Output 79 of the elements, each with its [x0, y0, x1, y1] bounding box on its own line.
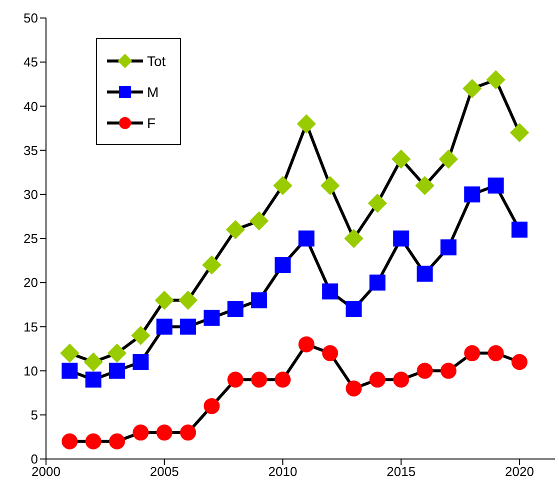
y-tick-label: 45 — [24, 54, 38, 70]
point — [298, 336, 314, 352]
point — [368, 194, 388, 213]
y-tick-label: 30 — [24, 187, 38, 202]
y-tick-label: 10 — [24, 363, 38, 378]
x-tick-label: 2000 — [32, 464, 60, 480]
point — [511, 222, 528, 238]
point — [488, 178, 504, 194]
point — [202, 255, 222, 275]
point — [226, 220, 245, 240]
legend-label: M — [147, 84, 159, 100]
point — [154, 290, 174, 310]
point — [488, 345, 504, 362]
point — [156, 424, 172, 441]
point — [438, 150, 458, 169]
y-tick-label: 20 — [24, 275, 38, 290]
point — [322, 283, 338, 300]
point — [62, 433, 78, 450]
point — [415, 176, 434, 196]
point — [344, 228, 364, 248]
point — [296, 114, 316, 134]
y-tick-label: 0 — [30, 452, 38, 467]
point — [440, 362, 456, 379]
legend-label: F — [147, 114, 156, 130]
point — [369, 372, 386, 388]
x-tick-label: 2010 — [268, 464, 298, 480]
point — [273, 176, 292, 196]
point — [440, 239, 456, 256]
point — [464, 186, 480, 202]
point — [132, 424, 149, 441]
point — [227, 301, 244, 318]
point — [109, 362, 126, 379]
y-tick-label: 40 — [24, 98, 38, 114]
point — [393, 230, 410, 246]
point — [486, 70, 506, 90]
point — [204, 310, 220, 326]
point — [251, 292, 268, 308]
y-tick-label: 5 — [30, 408, 38, 423]
point — [131, 326, 150, 346]
point — [510, 123, 530, 142]
y-tick-label: 25 — [24, 231, 38, 246]
point — [85, 433, 102, 450]
point — [416, 266, 433, 282]
point — [178, 290, 198, 310]
point — [346, 301, 362, 318]
legend-label: Tot — [147, 52, 166, 68]
point — [132, 354, 149, 370]
point — [249, 211, 269, 230]
y-tick-label: 50 — [24, 10, 38, 26]
point — [462, 78, 482, 98]
point — [60, 344, 80, 363]
x-tick-label: 2020 — [505, 464, 534, 480]
point — [156, 318, 172, 335]
point — [227, 372, 244, 388]
point — [109, 433, 126, 450]
point — [416, 362, 433, 379]
x-tick-label: 2005 — [150, 464, 179, 480]
point — [392, 150, 411, 169]
point — [204, 398, 220, 414]
y-tick-label: 35 — [24, 142, 38, 158]
x-tick-label: 2015 — [386, 464, 416, 480]
point — [320, 176, 340, 196]
point — [346, 380, 362, 396]
y-tick-label: 15 — [24, 319, 38, 334]
point — [464, 345, 480, 362]
point — [274, 372, 291, 388]
point — [322, 345, 338, 362]
point — [85, 372, 102, 388]
point — [298, 230, 314, 246]
point — [180, 424, 196, 441]
point — [274, 256, 291, 273]
point — [251, 372, 268, 388]
point — [107, 344, 127, 363]
point — [511, 354, 528, 370]
point — [369, 274, 386, 291]
point — [180, 318, 196, 335]
point — [84, 352, 103, 372]
point — [393, 372, 410, 388]
point — [62, 362, 78, 379]
